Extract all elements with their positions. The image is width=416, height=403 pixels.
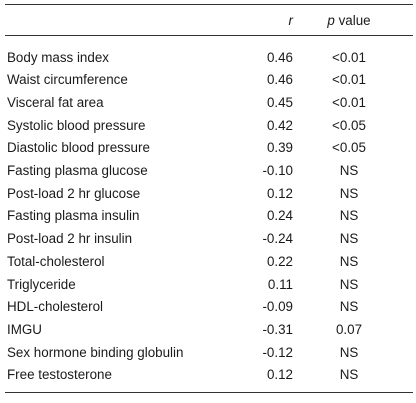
row-label: Waist circumference <box>7 72 128 88</box>
row-r-value: 0.12 <box>266 185 293 201</box>
row-label: Post-load 2 hr insulin <box>7 231 133 247</box>
row-r-value: 0.24 <box>266 208 293 224</box>
row-p-value: <0.01 <box>332 49 366 65</box>
row-p-value: NS <box>339 367 359 383</box>
row-label: Sex hormone binding globulin <box>7 344 184 360</box>
row-p-value: <0.01 <box>332 72 366 88</box>
row-r-value: 0.12 <box>266 367 293 383</box>
table-row: Post-load 2 hr glucose 0.12 NS <box>5 182 413 205</box>
row-label: Total-cholesterol <box>7 253 105 269</box>
row-label: Triglyceride <box>7 276 76 292</box>
row-r-value: 0.42 <box>266 117 293 133</box>
table-row: Fasting plasma glucose -0.10 NS <box>5 159 413 182</box>
row-p-value: NS <box>339 253 359 269</box>
row-p-value: <0.05 <box>332 140 366 156</box>
header-p-value: p value <box>299 14 399 27</box>
top-rule <box>5 4 413 5</box>
row-label: Fasting plasma glucose <box>7 163 148 179</box>
header-p-suffix: value <box>334 13 371 29</box>
row-p-value: NS <box>339 276 359 292</box>
table-row: Post-load 2 hr insulin -0.24 NS <box>5 228 413 251</box>
row-r-value: 0.46 <box>266 49 293 65</box>
row-label: Body mass index <box>7 49 109 65</box>
table-row: Triglyceride 0.11 NS <box>5 273 413 296</box>
row-p-value: <0.05 <box>332 117 366 133</box>
bottom-rule <box>5 392 413 394</box>
row-r-value: 0.45 <box>266 95 293 111</box>
table-body: Body mass index 0.46 <0.01 Waist circumfere… <box>5 46 413 386</box>
row-p-value: NS <box>339 344 359 360</box>
row-p-value: <0.01 <box>332 95 366 111</box>
row-p-value: NS <box>339 208 359 224</box>
row-r-value: 0.22 <box>266 253 293 269</box>
row-r-value: -0.24 <box>262 231 293 247</box>
row-p-value: NS <box>339 299 359 315</box>
header-row: r p value <box>5 5 413 35</box>
row-p-value: NS <box>339 185 359 201</box>
table-row: Sex hormone binding globulin -0.12 NS <box>5 341 413 364</box>
row-r-value: -0.12 <box>262 344 293 360</box>
table-row: Free testosterone 0.12 NS <box>5 364 413 387</box>
table-row: Visceral fat area 0.45 <0.01 <box>5 91 413 114</box>
table-row: Body mass index 0.46 <0.01 <box>5 46 413 69</box>
row-label: Visceral fat area <box>7 95 104 111</box>
row-p-value: 0.07 <box>335 321 363 337</box>
row-label: Free testosterone <box>7 367 112 383</box>
row-r-value: 0.46 <box>266 72 293 88</box>
header-p-symbol: p <box>327 13 335 29</box>
row-r-value: 0.39 <box>266 140 293 156</box>
table-row: Total-cholesterol 0.22 NS <box>5 250 413 273</box>
row-r-value: 0.11 <box>267 276 293 292</box>
row-p-value: NS <box>339 163 359 179</box>
row-r-value: -0.10 <box>262 163 293 179</box>
row-label: HDL-cholesterol <box>7 299 104 315</box>
table-row: Waist circumference 0.46 <0.01 <box>5 69 413 92</box>
table-row: Diastolic blood pressure 0.39 <0.05 <box>5 137 413 160</box>
row-label: Fasting plasma insulin <box>7 208 140 224</box>
table-row: HDL-cholesterol -0.09 NS <box>5 296 413 319</box>
table-row: Systolic blood pressure 0.42 <0.05 <box>5 114 413 137</box>
correlation-table: r p value Body mass index 0.46 <0.01 Waist … <box>5 4 413 394</box>
row-p-value: NS <box>339 231 359 247</box>
header-rule <box>5 35 413 36</box>
row-label: Post-load 2 hr glucose <box>7 185 141 201</box>
row-label: Systolic blood pressure <box>7 117 146 133</box>
row-label: IMGU <box>7 321 42 337</box>
row-r-value: -0.09 <box>262 299 293 315</box>
row-label: Diastolic blood pressure <box>7 140 150 156</box>
header-r: r <box>288 13 293 29</box>
row-r-value: -0.31 <box>262 321 293 337</box>
table-row: Fasting plasma insulin 0.24 NS <box>5 205 413 228</box>
table-row: IMGU -0.31 0.07 <box>5 318 413 341</box>
